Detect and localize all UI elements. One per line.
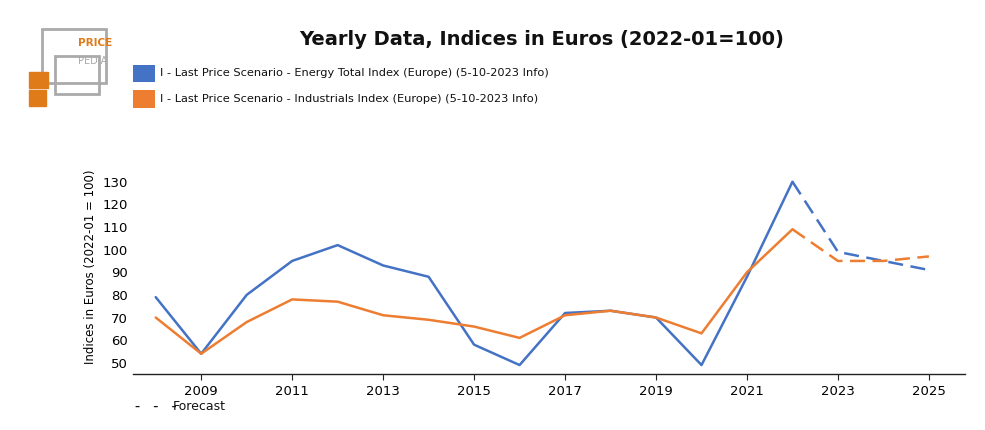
- Text: PEDIA: PEDIA: [78, 56, 107, 66]
- Text: I - Last Price Scenario - Industrials Index (Europe) (5-10-2023 Info): I - Last Price Scenario - Industrials In…: [160, 94, 538, 104]
- Polygon shape: [30, 72, 48, 88]
- Text: - - -: - - -: [133, 399, 178, 414]
- Y-axis label: Indices in Euros (2022-01 = 100): Indices in Euros (2022-01 = 100): [84, 169, 98, 364]
- Text: PRICE: PRICE: [78, 38, 112, 48]
- Text: Forecast: Forecast: [172, 400, 226, 413]
- Polygon shape: [30, 90, 45, 107]
- Text: Yearly Data, Indices in Euros (2022-01=100): Yearly Data, Indices in Euros (2022-01=1…: [299, 30, 784, 49]
- Text: I - Last Price Scenario - Energy Total Index (Europe) (5-10-2023 Info): I - Last Price Scenario - Energy Total I…: [160, 68, 549, 78]
